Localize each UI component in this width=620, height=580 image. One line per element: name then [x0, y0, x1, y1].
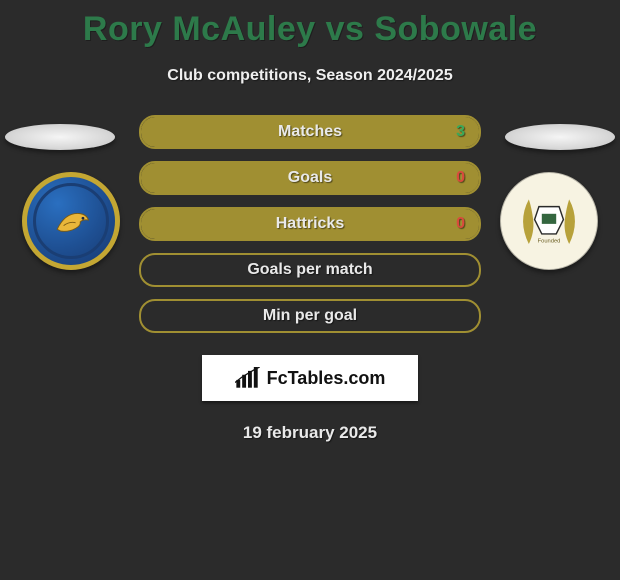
bird-icon — [48, 198, 94, 244]
stat-value: 3 — [456, 123, 465, 141]
bar-chart-icon — [235, 367, 261, 389]
laurel-crest-icon: Founded — [513, 185, 585, 257]
stat-label: Matches — [141, 123, 479, 141]
brand-box[interactable]: FcTables.com — [202, 355, 418, 401]
player-podium-right — [505, 124, 615, 150]
player-right-club-crest: Founded — [500, 172, 598, 270]
stat-row-min-per-goal: Min per goal — [139, 299, 481, 333]
brand-text: FcTables.com — [267, 368, 386, 389]
player-left-club-crest — [22, 172, 120, 270]
stat-label: Min per goal — [141, 307, 479, 325]
stat-row-goals: Goals 0 — [139, 161, 481, 195]
stat-label: Goals — [141, 169, 479, 187]
stat-label: Hattricks — [141, 215, 479, 233]
page-title: Rory McAuley vs Sobowale — [0, 0, 620, 49]
stat-value: 0 — [456, 215, 465, 233]
stat-row-hattricks: Hattricks 0 — [139, 207, 481, 241]
player-podium-left — [5, 124, 115, 150]
stat-value: 0 — [456, 169, 465, 187]
footer-date: 19 february 2025 — [0, 423, 620, 443]
svg-text:Founded: Founded — [538, 239, 561, 245]
stat-row-matches: Matches 3 — [139, 115, 481, 149]
stat-label: Goals per match — [141, 261, 479, 279]
stat-row-goals-per-match: Goals per match — [139, 253, 481, 287]
stat-rows: Matches 3 Goals 0 Hattricks 0 Goals per … — [139, 115, 481, 333]
page-subtitle: Club competitions, Season 2024/2025 — [0, 67, 620, 85]
